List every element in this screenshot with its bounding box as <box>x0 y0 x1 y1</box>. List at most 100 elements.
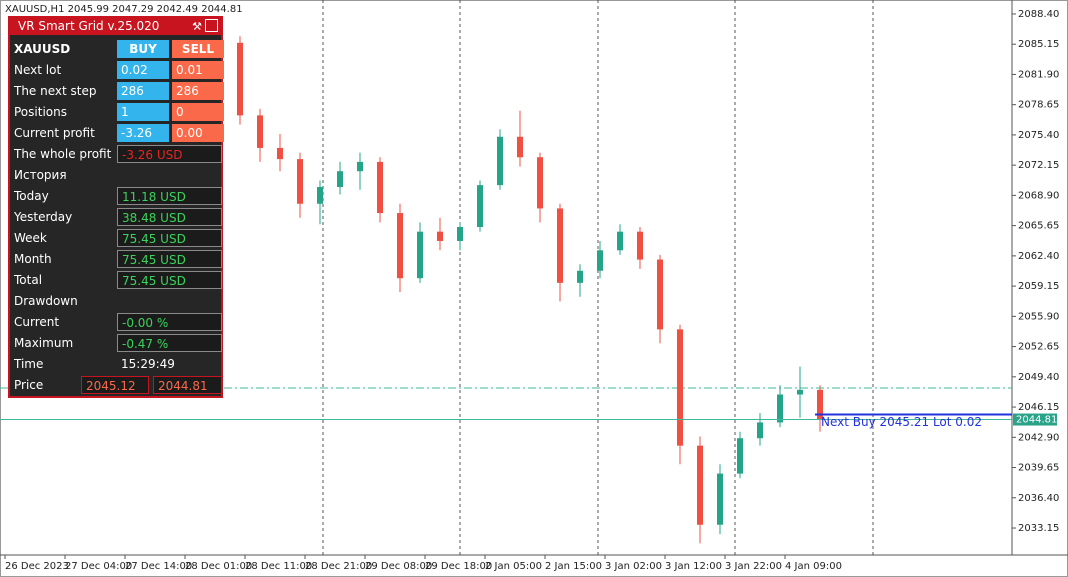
buy-button[interactable]: BUY <box>117 40 169 58</box>
x-tick-label: 2 Jan 05:00 <box>485 561 542 572</box>
candle-body <box>577 270 583 283</box>
annotation: Next Buy 2045.21 Lot 0.02 <box>821 415 982 429</box>
x-tick-label: 27 Dec 14:00 <box>125 561 192 572</box>
x-tick-label: 27 Dec 04:00 <box>65 561 132 572</box>
candle-body <box>477 185 483 228</box>
x-tick-label: 2 Jan 15:00 <box>545 561 602 572</box>
y-tick-label: 2072.15 <box>1018 160 1059 171</box>
candle-body <box>817 389 823 420</box>
y-tick-label: 2065.65 <box>1018 221 1059 232</box>
y-tick-label: 2033.15 <box>1018 523 1059 534</box>
x-tick-label: 3 Jan 02:00 <box>605 561 662 572</box>
sell-value: 0.01 <box>172 61 224 79</box>
sell-value: 0.00 <box>172 124 224 142</box>
sell-value: 0 <box>172 103 224 121</box>
panel-title: VR Smart Grid v.25.020 ⚒ <box>10 18 221 35</box>
row-label: Yesterday <box>14 210 73 224</box>
y-tick-label: 2042.90 <box>1018 432 1059 443</box>
candle-body <box>537 157 543 209</box>
history-value: 75.45 USD <box>117 271 222 289</box>
candle-body <box>297 159 303 204</box>
candle-body <box>397 213 403 279</box>
row-label: The whole profit <box>14 147 112 161</box>
y-tick-label: 2062.40 <box>1018 251 1059 262</box>
row-label: Current profit <box>14 126 95 140</box>
y-tick-label: 2036.40 <box>1018 493 1059 504</box>
drawdown-value: -0.47 % <box>117 334 222 352</box>
symbol: XAUUSD <box>14 42 71 56</box>
buy-value: 286 <box>117 82 169 100</box>
candle-body <box>777 394 783 423</box>
row-label: Today <box>14 189 49 203</box>
y-tick-label: 2068.90 <box>1018 190 1059 201</box>
x-tick-label: 29 Dec 18:00 <box>425 561 492 572</box>
history-value: 75.45 USD <box>117 229 222 247</box>
row-label: Total <box>14 273 43 287</box>
minimize[interactable] <box>205 19 218 32</box>
title: VR Smart Grid v.25.020 <box>18 19 160 33</box>
time-value: 15:29:49 <box>121 357 175 371</box>
candle-body <box>557 208 563 283</box>
x-tick-label: 28 Dec 21:00 <box>305 561 372 572</box>
row-label: Next lot <box>14 63 62 77</box>
y-tick-label: 2039.65 <box>1018 463 1059 474</box>
candle-body <box>517 136 523 158</box>
candle-body <box>737 438 743 474</box>
history-value: 38.48 USD <box>117 208 222 226</box>
sell-value: 286 <box>172 82 224 100</box>
buy-value: 1 <box>117 103 169 121</box>
candle-body <box>637 231 643 260</box>
row-label: Month <box>14 252 52 266</box>
sell-button[interactable]: SELL <box>172 40 224 58</box>
symbol-header: XAUUSD,H1 2045.99 2047.29 2042.49 2044.8… <box>5 4 243 15</box>
section-label: История <box>14 168 67 182</box>
candle-body <box>797 389 803 395</box>
row-label: Week <box>14 231 47 245</box>
candle-body <box>597 250 603 271</box>
row-label: Current <box>14 315 60 329</box>
candle-body <box>257 115 263 148</box>
y-tick-label: 2055.90 <box>1018 311 1059 322</box>
y-tick-label: 2088.40 <box>1018 9 1059 20</box>
candle-body <box>417 231 423 279</box>
ask-price: 2044.81 <box>153 376 222 394</box>
candle-body <box>437 231 443 241</box>
section-label: Drawdown <box>14 294 78 308</box>
history-value: 11.18 USD <box>117 187 222 205</box>
whole-profit: -3.26 USD <box>117 145 222 163</box>
candle-body <box>677 329 683 446</box>
row-label: Maximum <box>14 336 74 350</box>
row-label: The next step <box>14 84 97 98</box>
y-tick-label: 2052.65 <box>1018 342 1059 353</box>
candle-body <box>497 136 503 186</box>
day-separators <box>322 0 874 555</box>
x-tick-label: 3 Jan 12:00 <box>665 561 722 572</box>
row-label: Time <box>14 357 44 371</box>
y-tick-label: 2059.15 <box>1018 281 1059 292</box>
row-label: Positions <box>14 105 67 119</box>
candle-body <box>317 187 323 204</box>
y-tick-label: 2049.40 <box>1018 372 1059 383</box>
row-label: Price <box>14 378 44 392</box>
drawdown-value: -0.00 % <box>117 313 222 331</box>
candle-body <box>717 473 723 525</box>
candle-body <box>617 231 623 251</box>
history-value: 75.45 USD <box>117 250 222 268</box>
candle-body <box>757 422 763 439</box>
candle-body <box>337 171 343 188</box>
candle-body <box>357 161 363 172</box>
last-price-label: 2044.81 <box>1016 415 1057 426</box>
buy-value: 0.02 <box>117 61 169 79</box>
y-tick-label: 2081.90 <box>1018 69 1059 80</box>
settings[interactable]: ⚒ <box>192 20 202 33</box>
x-tick-label: 3 Jan 22:00 <box>725 561 782 572</box>
x-tick-label: 29 Dec 08:00 <box>365 561 432 572</box>
y-tick-label: 2046.15 <box>1018 402 1059 413</box>
candle-body <box>377 161 383 214</box>
x-tick-label: 26 Dec 2023 <box>5 561 69 572</box>
bid-price: 2045.12 <box>81 376 149 394</box>
x-tick-label: 4 Jan 09:00 <box>785 561 842 572</box>
